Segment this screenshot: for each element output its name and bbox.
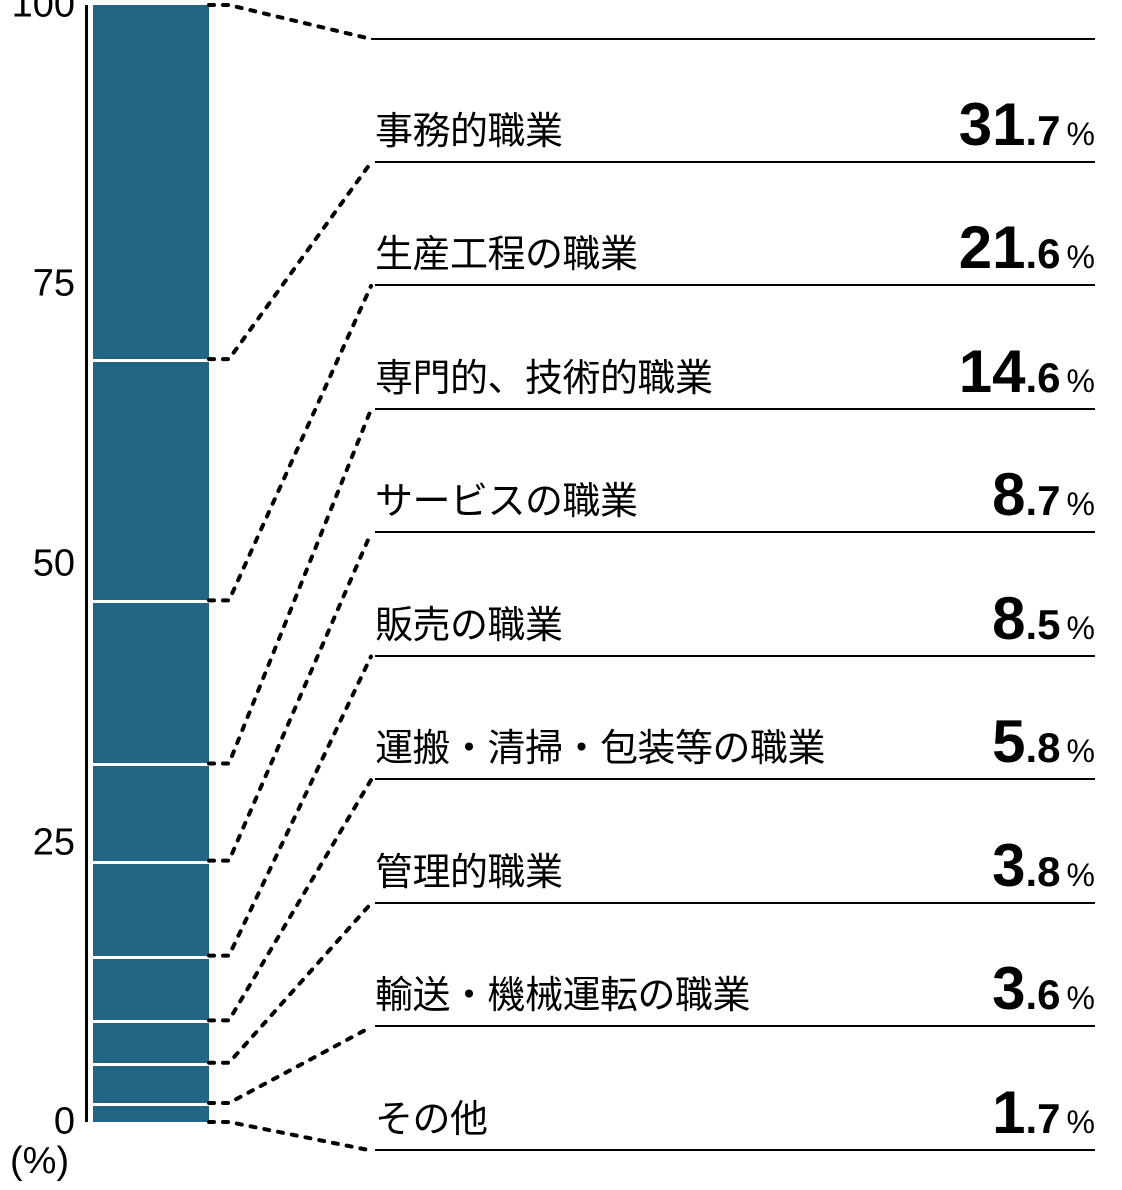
y-axis-unit-label: (%) <box>10 1140 69 1183</box>
value-integer: 5 <box>992 712 1025 772</box>
item-row: 生産工程の職業 21.6% <box>375 163 1095 287</box>
item-value: 3.6% <box>992 959 1095 1019</box>
item-value: 1.7% <box>992 1083 1095 1143</box>
value-unit: % <box>1067 859 1095 891</box>
item-label: 専門的、技術的職業 <box>375 347 713 402</box>
value-decimal: .7 <box>1026 110 1061 152</box>
value-unit: % <box>1067 241 1095 273</box>
value-integer: 3 <box>992 959 1025 1019</box>
item-label: 輸送・機械運転の職業 <box>375 964 750 1019</box>
bar-segment <box>93 861 209 956</box>
item-label: 生産工程の職業 <box>375 223 638 278</box>
value-decimal: .8 <box>1026 727 1061 769</box>
value-decimal: .8 <box>1026 851 1061 893</box>
y-tick: 0 <box>54 1101 75 1144</box>
item-row: 輸送・機械運転の職業 3.6% <box>375 904 1095 1028</box>
y-tick: 100 <box>12 0 75 27</box>
item-value: 21.6% <box>959 218 1095 278</box>
value-integer: 21 <box>959 218 1026 278</box>
value-decimal: .6 <box>1026 233 1061 275</box>
value-integer: 8 <box>992 465 1025 525</box>
bar-segment <box>93 1103 209 1122</box>
value-decimal: .6 <box>1026 357 1061 399</box>
item-row: 運搬・清掃・包装等の職業 5.8% <box>375 657 1095 781</box>
value-integer: 1 <box>992 1083 1025 1143</box>
item-value: 14.6% <box>959 342 1095 402</box>
item-label: 管理的職業 <box>375 841 563 896</box>
bar-segment <box>93 1020 209 1062</box>
bar-segment <box>93 1063 209 1103</box>
value-decimal: .6 <box>1026 974 1061 1016</box>
item-row: 専門的、技術的職業 14.6% <box>375 286 1095 410</box>
y-axis: 0255075100 <box>0 5 85 1122</box>
value-decimal: .7 <box>1026 1098 1061 1140</box>
value-decimal: .5 <box>1026 604 1061 646</box>
item-value: 31.7% <box>959 95 1095 155</box>
value-unit: % <box>1067 488 1095 520</box>
item-value: 8.7% <box>992 465 1095 525</box>
item-row: 事務的職業 31.7% <box>375 39 1095 163</box>
bar-segment <box>93 359 209 600</box>
y-axis-line <box>85 5 88 1122</box>
value-integer: 31 <box>959 95 1026 155</box>
value-unit: % <box>1067 1106 1095 1138</box>
item-label: 運搬・清掃・包装等の職業 <box>375 717 825 772</box>
item-row: 管理的職業 3.8% <box>375 780 1095 904</box>
bar-segment <box>93 600 209 763</box>
value-integer: 3 <box>992 836 1025 896</box>
bar-segment <box>93 5 209 359</box>
item-value: 3.8% <box>992 836 1095 896</box>
y-tick: 75 <box>33 263 75 306</box>
value-integer: 14 <box>959 342 1026 402</box>
bar-segment <box>93 763 209 860</box>
items-list: 事務的職業31.7%生産工程の職業21.6%専門的、技術的職業14.6%サービス… <box>375 39 1095 1151</box>
y-tick: 25 <box>33 821 75 864</box>
item-label: サービスの職業 <box>375 470 638 525</box>
value-unit: % <box>1067 735 1095 767</box>
value-unit: % <box>1067 612 1095 644</box>
value-unit: % <box>1067 118 1095 150</box>
value-integer: 8 <box>992 589 1025 649</box>
stacked-bar-chart: 0255075100 (%) 事務的職業31.7%生産工程の職業21.6%専門的… <box>0 0 1122 1190</box>
value-unit: % <box>1067 982 1095 1014</box>
value-decimal: .7 <box>1026 480 1061 522</box>
item-label: その他 <box>375 1088 488 1143</box>
stacked-bar <box>93 5 209 1122</box>
item-row: その他 1.7% <box>375 1027 1095 1151</box>
item-value: 8.5% <box>992 589 1095 649</box>
value-unit: % <box>1067 365 1095 397</box>
item-row: 販売の職業 8.5% <box>375 533 1095 657</box>
bar-segment <box>93 956 209 1021</box>
item-row: サービスの職業 8.7% <box>375 410 1095 534</box>
item-label: 事務的職業 <box>375 100 563 155</box>
item-value: 5.8% <box>992 712 1095 772</box>
y-tick: 50 <box>33 542 75 585</box>
item-label: 販売の職業 <box>375 594 563 649</box>
